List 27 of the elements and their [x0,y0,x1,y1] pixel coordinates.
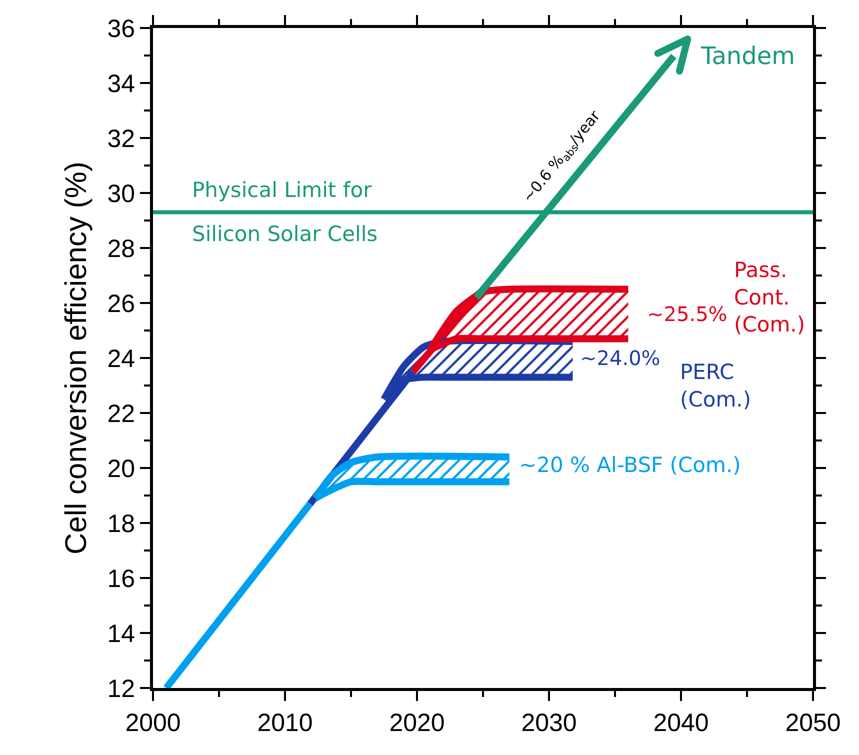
annotation: PERC (Com.) [680,360,752,412]
y-tick-label: 34 [107,70,136,98]
x-tick-label: 2000 [125,709,181,737]
y-tick-label: 36 [107,14,135,43]
y-tick-label: 22 [107,400,135,428]
ref-line-label: Physical Limit for Silicon Solar Cells [192,178,378,246]
y-tick-label: 26 [107,290,135,318]
y-tick-label: 12 [107,674,135,703]
y-tick-label: 16 [107,564,135,593]
y-tick-label: 18 [107,510,135,538]
x-tick-label: 2030 [521,709,577,737]
y-tick-label: 28 [107,234,135,263]
annotation: Pass. Cont. (Com.) [734,258,806,337]
annotation: Tandem [700,42,795,70]
annotation: ~24.0% [580,346,660,370]
x-tick-label: 2040 [653,709,709,737]
x-tick-label: 2010 [257,709,313,737]
x-tick-label: 2020 [389,709,445,737]
y-tick-label: 32 [107,124,135,153]
x-tick-label: 2050 [785,709,841,737]
y-tick-label: 14 [107,620,136,648]
annotation: ~25.5% [647,302,728,326]
y-tick-label: 20 [107,454,135,483]
y-tick-label: 24 [107,344,136,373]
y-tick-label: 30 [107,180,135,208]
y-axis-title: Cell conversion efficiency (%) [60,162,94,554]
annotation: ~20 % Al-BSF (Com.) [519,453,741,477]
